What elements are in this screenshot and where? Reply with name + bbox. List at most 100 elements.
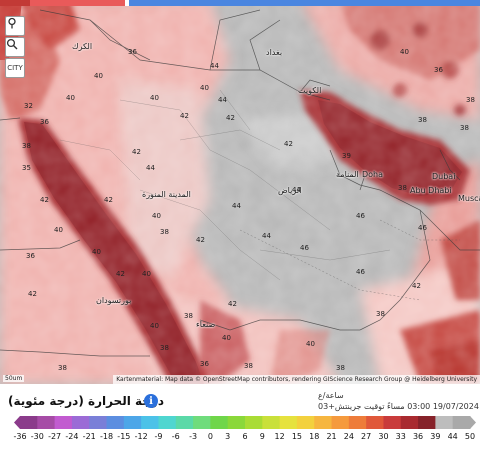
legend-title: درجة الحرارة (درجة مئوية) xyxy=(8,394,164,408)
temperature-value: 38 xyxy=(460,124,469,132)
strip-segment xyxy=(129,0,480,6)
colorbar-segment xyxy=(262,416,281,429)
colorbar-segment xyxy=(435,416,454,429)
colorbar-segment xyxy=(366,416,384,429)
colorbar-tick-label: 0 xyxy=(207,432,213,441)
temperature-colorbar xyxy=(14,416,476,429)
strip-segment xyxy=(30,0,125,6)
location-button[interactable] xyxy=(5,16,25,36)
map-layer[interactable] xyxy=(0,0,480,384)
colorbar-segment xyxy=(400,416,419,429)
colorbar-segment xyxy=(418,416,436,429)
colorbar-segment xyxy=(245,416,263,429)
place-label: الكويت xyxy=(298,86,322,95)
colorbar-segment xyxy=(314,416,333,429)
colorbar-tick-label: 36 xyxy=(412,432,424,441)
temperature-value: 46 xyxy=(418,224,427,232)
temperature-value: 42 xyxy=(412,282,421,290)
colorbar-tick-label: 15 xyxy=(291,432,303,441)
run-label: ساعة/ع xyxy=(318,391,344,400)
colorbar-tick-label: -3 xyxy=(189,432,198,441)
temperature-value: 40 xyxy=(142,270,151,278)
place-label: Dubai xyxy=(432,172,456,181)
colorbar-tick-label: -12 xyxy=(134,432,148,441)
temperature-value: 40 xyxy=(306,340,315,348)
temperature-value: 38 xyxy=(376,310,385,318)
colorbar-tick-label: 33 xyxy=(395,432,406,441)
info-icon[interactable]: i xyxy=(144,394,158,408)
colorbar-segment xyxy=(331,416,350,429)
temperature-value: 44 xyxy=(218,96,227,104)
zoom-search-button[interactable] xyxy=(5,37,25,57)
temperature-value: 40 xyxy=(150,94,159,102)
temperature-map[interactable]: CITY الرياض المدينة المنورة Doha Abu Dhabi D… xyxy=(0,0,480,384)
place-label: المنامة xyxy=(336,170,359,179)
strip-segment xyxy=(125,0,129,6)
colorbar-segment xyxy=(20,416,38,429)
map-scale: 50um xyxy=(3,375,25,382)
colorbar-segment xyxy=(141,416,159,429)
temperature-value: 40 xyxy=(92,248,101,256)
place-label: الرياض xyxy=(278,186,302,195)
location-pin-icon xyxy=(8,17,16,29)
temperature-value: 44 xyxy=(146,164,155,172)
temperature-value: 36 xyxy=(200,360,209,368)
colorbar-tick-label: 50 xyxy=(464,432,476,441)
colorbar-tick-label: -24 xyxy=(65,432,79,441)
temperature-value: 44 xyxy=(210,62,219,70)
colorbar-segment xyxy=(227,416,246,429)
colorbar-tick-label: 27 xyxy=(361,432,372,441)
temperature-value: 39 xyxy=(342,152,351,160)
colorbar-segment xyxy=(71,416,90,429)
temperature-value: 42 xyxy=(28,290,37,298)
colorbar-tick-label: -18 xyxy=(99,432,114,441)
temperature-value: 32 xyxy=(24,102,33,110)
magnifier-icon xyxy=(6,38,18,50)
temperature-value: 38 xyxy=(418,116,427,124)
colorbar-tick-label: 44 xyxy=(447,432,458,441)
temperature-value: 40 xyxy=(66,94,75,102)
temperature-value: 36 xyxy=(128,48,137,56)
temperature-value: 40 xyxy=(54,226,63,234)
colorbar-segment xyxy=(89,416,108,429)
colorbar-segment xyxy=(348,416,367,429)
place-label: Muscat xyxy=(458,194,480,203)
colorbar-tick-label: -15 xyxy=(117,432,131,441)
temperature-value: 42 xyxy=(116,270,125,278)
colorbar-segment xyxy=(452,416,471,429)
place-label: الكرك xyxy=(72,42,93,51)
temperature-value: 46 xyxy=(356,268,365,276)
colorbar-segment xyxy=(123,416,142,429)
temperature-value: 36 xyxy=(434,66,443,74)
temperature-value: 35 xyxy=(22,164,31,172)
temperature-value: 46 xyxy=(356,212,365,220)
colorbar-tick-label: 6 xyxy=(242,432,248,441)
colorbar-segment xyxy=(175,416,194,429)
colorbar-tick-label: 30 xyxy=(378,432,389,441)
city-toggle-button[interactable]: CITY xyxy=(5,58,25,78)
temperature-value: 42 xyxy=(196,236,205,244)
temperature-value: 42 xyxy=(104,196,113,204)
colorbar-segment xyxy=(383,416,402,429)
colorbar-tick-label: -21 xyxy=(82,432,96,441)
temperature-value: 38 xyxy=(336,364,345,372)
place-label: Abu Dhabi xyxy=(410,186,452,195)
colorbar-tick-label: 18 xyxy=(309,432,320,441)
colorbar-tick-label: 9 xyxy=(259,432,265,441)
temperature-value: 44 xyxy=(262,232,271,240)
temperature-value: 38 xyxy=(398,184,407,192)
temperature-value: 38 xyxy=(160,344,169,352)
temperature-value: 42 xyxy=(284,140,293,148)
temperature-value: 36 xyxy=(26,252,35,260)
temperature-value: 40 xyxy=(94,72,103,80)
temperature-value: 38 xyxy=(184,312,193,320)
temperature-value: 40 xyxy=(152,212,161,220)
colorbar-segment xyxy=(37,416,56,429)
colorbar-segment xyxy=(158,416,177,429)
temperature-value: 42 xyxy=(132,148,141,156)
place-label: صنعاء xyxy=(196,320,216,329)
temperature-value: 38 xyxy=(466,96,475,104)
colorbar-tick-label: 39 xyxy=(430,432,441,441)
temperature-value: 36 xyxy=(40,118,49,126)
colorbar-right-arrow xyxy=(470,416,476,429)
